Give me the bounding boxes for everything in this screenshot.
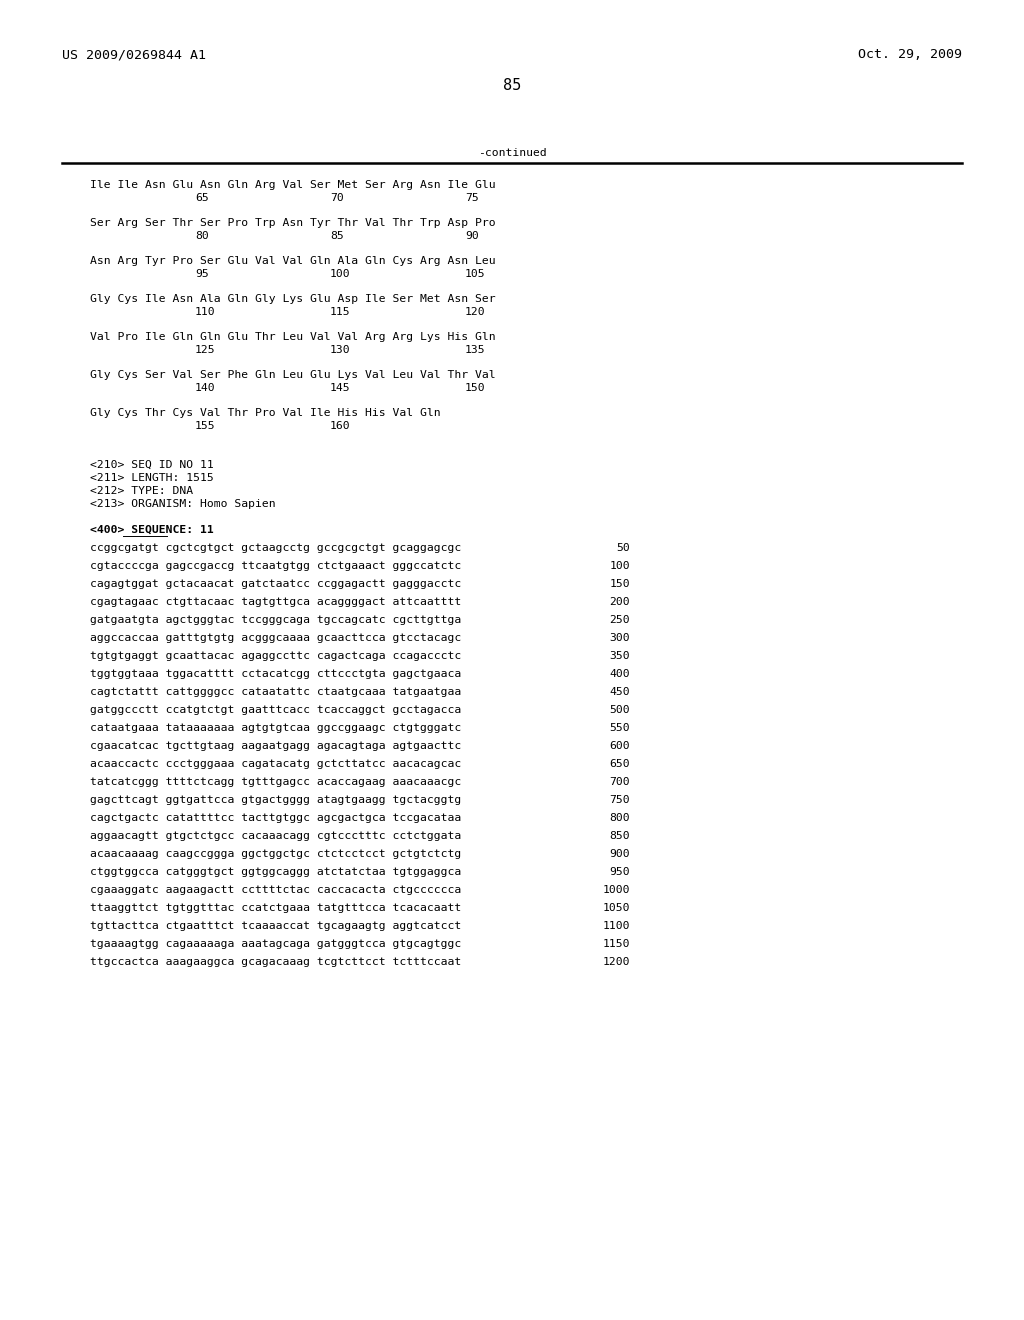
Text: 850: 850: [609, 832, 630, 841]
Text: cgtaccccga gagccgaccg ttcaatgtgg ctctgaaact gggccatctc: cgtaccccga gagccgaccg ttcaatgtgg ctctgaa…: [90, 561, 461, 572]
Text: <213> ORGANISM: Homo Sapien: <213> ORGANISM: Homo Sapien: [90, 499, 275, 510]
Text: Oct. 29, 2009: Oct. 29, 2009: [858, 48, 962, 61]
Text: 950: 950: [609, 867, 630, 876]
Text: 750: 750: [609, 795, 630, 805]
Text: <212> TYPE: DNA: <212> TYPE: DNA: [90, 486, 194, 496]
Text: cagctgactc catattttcc tacttgtggc agcgactgca tccgacataa: cagctgactc catattttcc tacttgtggc agcgact…: [90, 813, 461, 822]
Text: 75: 75: [465, 193, 479, 203]
Text: Gly Cys Ile Asn Ala Gln Gly Lys Glu Asp Ile Ser Met Asn Ser: Gly Cys Ile Asn Ala Gln Gly Lys Glu Asp …: [90, 294, 496, 304]
Text: 125: 125: [195, 345, 216, 355]
Text: acaacaaaag caagccggga ggctggctgc ctctcctcct gctgtctctg: acaacaaaag caagccggga ggctggctgc ctctcct…: [90, 849, 461, 859]
Text: 140: 140: [195, 383, 216, 393]
Text: 110: 110: [195, 308, 216, 317]
Text: 1200: 1200: [602, 957, 630, 968]
Text: 500: 500: [609, 705, 630, 715]
Text: 85: 85: [503, 78, 521, 92]
Text: ttgccactca aaagaaggca gcagacaaag tcgtcttcct tctttccaat: ttgccactca aaagaaggca gcagacaaag tcgtctt…: [90, 957, 461, 968]
Text: Gly Cys Thr Cys Val Thr Pro Val Ile His His Val Gln: Gly Cys Thr Cys Val Thr Pro Val Ile His …: [90, 408, 440, 418]
Text: 150: 150: [465, 383, 485, 393]
Text: gatgaatgta agctgggtac tccgggcaga tgccagcatc cgcttgttga: gatgaatgta agctgggtac tccgggcaga tgccagc…: [90, 615, 461, 624]
Text: 160: 160: [330, 421, 350, 432]
Text: 105: 105: [465, 269, 485, 279]
Text: 650: 650: [609, 759, 630, 770]
Text: 600: 600: [609, 741, 630, 751]
Text: 85: 85: [330, 231, 344, 242]
Text: 100: 100: [609, 561, 630, 572]
Text: 450: 450: [609, 686, 630, 697]
Text: ccggcgatgt cgctcgtgct gctaagcctg gccgcgctgt gcaggagcgc: ccggcgatgt cgctcgtgct gctaagcctg gccgcgc…: [90, 543, 461, 553]
Text: cagagtggat gctacaacat gatctaatcc ccggagactt gagggacctc: cagagtggat gctacaacat gatctaatcc ccggaga…: [90, 579, 461, 589]
Text: cgagtagaac ctgttacaac tagtgttgca acaggggact attcaatttt: cgagtagaac ctgttacaac tagtgttgca acagggg…: [90, 597, 461, 607]
Text: 400: 400: [609, 669, 630, 678]
Text: tggtggtaaa tggacatttt cctacatcgg cttccctgta gagctgaaca: tggtggtaaa tggacatttt cctacatcgg cttccct…: [90, 669, 461, 678]
Text: 100: 100: [330, 269, 350, 279]
Text: cgaaaggatc aagaagactt ccttttctac caccacacta ctgcccccca: cgaaaggatc aagaagactt ccttttctac caccaca…: [90, 884, 461, 895]
Text: aggccaccaa gatttgtgtg acgggcaaaa gcaacttcca gtcctacagc: aggccaccaa gatttgtgtg acgggcaaaa gcaactt…: [90, 634, 461, 643]
Text: <211> LENGTH: 1515: <211> LENGTH: 1515: [90, 473, 214, 483]
Text: 115: 115: [330, 308, 350, 317]
Text: gatggccctt ccatgtctgt gaatttcacc tcaccaggct gcctagacca: gatggccctt ccatgtctgt gaatttcacc tcaccag…: [90, 705, 461, 715]
Text: 250: 250: [609, 615, 630, 624]
Text: 90: 90: [465, 231, 479, 242]
Text: 65: 65: [195, 193, 209, 203]
Text: cagtctattt cattggggcc cataatattc ctaatgcaaa tatgaatgaa: cagtctattt cattggggcc cataatattc ctaatgc…: [90, 686, 461, 697]
Text: Ile Ile Asn Glu Asn Gln Arg Val Ser Met Ser Arg Asn Ile Glu: Ile Ile Asn Glu Asn Gln Arg Val Ser Met …: [90, 180, 496, 190]
Text: Gly Cys Ser Val Ser Phe Gln Leu Glu Lys Val Leu Val Thr Val: Gly Cys Ser Val Ser Phe Gln Leu Glu Lys …: [90, 370, 496, 380]
Text: gagcttcagt ggtgattcca gtgactgggg atagtgaagg tgctacggtg: gagcttcagt ggtgattcca gtgactgggg atagtga…: [90, 795, 461, 805]
Text: 130: 130: [330, 345, 350, 355]
Text: ctggtggcca catgggtgct ggtggcaggg atctatctaa tgtggaggca: ctggtggcca catgggtgct ggtggcaggg atctatc…: [90, 867, 461, 876]
Text: 1150: 1150: [602, 939, 630, 949]
Text: 150: 150: [609, 579, 630, 589]
Text: <400> SEQUENCE: 11: <400> SEQUENCE: 11: [90, 525, 214, 535]
Text: 300: 300: [609, 634, 630, 643]
Text: 700: 700: [609, 777, 630, 787]
Text: tgttacttca ctgaatttct tcaaaaccat tgcagaagtg aggtcatcct: tgttacttca ctgaatttct tcaaaaccat tgcagaa…: [90, 921, 461, 931]
Text: 200: 200: [609, 597, 630, 607]
Text: 135: 135: [465, 345, 485, 355]
Text: -continued: -continued: [477, 148, 547, 158]
Text: 900: 900: [609, 849, 630, 859]
Text: 800: 800: [609, 813, 630, 822]
Text: US 2009/0269844 A1: US 2009/0269844 A1: [62, 48, 206, 61]
Text: 350: 350: [609, 651, 630, 661]
Text: 120: 120: [465, 308, 485, 317]
Text: 1100: 1100: [602, 921, 630, 931]
Text: Val Pro Ile Gln Gln Glu Thr Leu Val Val Arg Arg Lys His Gln: Val Pro Ile Gln Gln Glu Thr Leu Val Val …: [90, 333, 496, 342]
Text: ttaaggttct tgtggtttac ccatctgaaa tatgtttcca tcacacaatt: ttaaggttct tgtggtttac ccatctgaaa tatgttt…: [90, 903, 461, 913]
Text: 1050: 1050: [602, 903, 630, 913]
Text: tgaaaagtgg cagaaaaaga aaatagcaga gatgggtcca gtgcagtggc: tgaaaagtgg cagaaaaaga aaatagcaga gatgggt…: [90, 939, 461, 949]
Text: cgaacatcac tgcttgtaag aagaatgagg agacagtaga agtgaacttc: cgaacatcac tgcttgtaag aagaatgagg agacagt…: [90, 741, 461, 751]
Text: 70: 70: [330, 193, 344, 203]
Text: 155: 155: [195, 421, 216, 432]
Text: 550: 550: [609, 723, 630, 733]
Text: 50: 50: [616, 543, 630, 553]
Text: cataatgaaa tataaaaaaa agtgtgtcaa ggccggaagc ctgtgggatc: cataatgaaa tataaaaaaa agtgtgtcaa ggccgga…: [90, 723, 461, 733]
Text: 80: 80: [195, 231, 209, 242]
Text: aggaacagtt gtgctctgcc cacaaacagg cgtccctttc cctctggata: aggaacagtt gtgctctgcc cacaaacagg cgtccct…: [90, 832, 461, 841]
Text: tatcatcggg ttttctcagg tgtttgagcc acaccagaag aaacaaacgc: tatcatcggg ttttctcagg tgtttgagcc acaccag…: [90, 777, 461, 787]
Text: Ser Arg Ser Thr Ser Pro Trp Asn Tyr Thr Val Thr Trp Asp Pro: Ser Arg Ser Thr Ser Pro Trp Asn Tyr Thr …: [90, 218, 496, 228]
Text: Asn Arg Tyr Pro Ser Glu Val Val Gln Ala Gln Cys Arg Asn Leu: Asn Arg Tyr Pro Ser Glu Val Val Gln Ala …: [90, 256, 496, 267]
Text: 95: 95: [195, 269, 209, 279]
Text: tgtgtgaggt gcaattacac agaggccttc cagactcaga ccagaccctc: tgtgtgaggt gcaattacac agaggccttc cagactc…: [90, 651, 461, 661]
Text: <210> SEQ ID NO 11: <210> SEQ ID NO 11: [90, 459, 214, 470]
Text: 145: 145: [330, 383, 350, 393]
Text: acaaccactc ccctgggaaa cagatacatg gctcttatcc aacacagcac: acaaccactc ccctgggaaa cagatacatg gctctta…: [90, 759, 461, 770]
Text: 1000: 1000: [602, 884, 630, 895]
